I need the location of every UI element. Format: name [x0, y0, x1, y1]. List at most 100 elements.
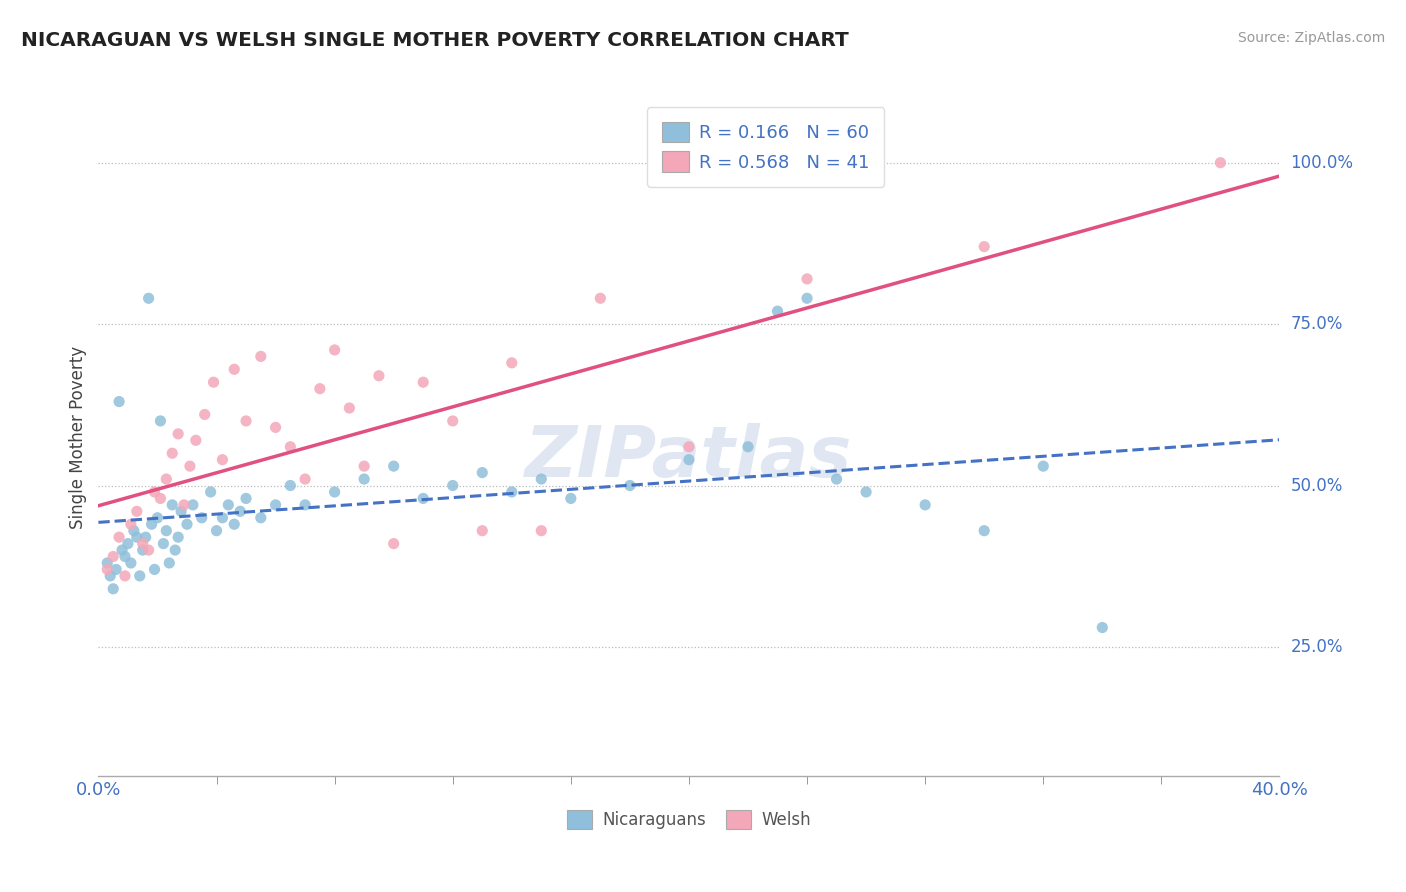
Point	[250, 350, 273, 364]
Point	[141, 517, 163, 532]
Point	[108, 530, 131, 544]
Point	[224, 362, 246, 376]
Point	[132, 543, 155, 558]
Point	[114, 549, 136, 564]
Point	[530, 472, 553, 486]
Point	[441, 478, 464, 492]
Point	[382, 536, 405, 550]
Point	[173, 498, 195, 512]
Point	[353, 459, 375, 474]
Text: 75.0%: 75.0%	[1291, 315, 1343, 333]
Point	[353, 472, 375, 486]
Point	[98, 569, 121, 583]
Point	[179, 459, 201, 474]
Point	[973, 524, 995, 538]
Point	[294, 498, 316, 512]
Point	[294, 472, 316, 486]
Point	[114, 569, 136, 583]
Point	[412, 375, 434, 389]
Point	[471, 524, 494, 538]
Point	[250, 510, 273, 524]
Point	[235, 414, 257, 428]
Point	[162, 446, 183, 460]
Point	[280, 478, 302, 492]
Point	[122, 524, 145, 538]
Point	[264, 420, 287, 434]
Point	[143, 485, 166, 500]
Point	[149, 491, 172, 506]
Point	[560, 491, 582, 506]
Point	[530, 524, 553, 538]
Legend: Nicaraguans, Welsh: Nicaraguans, Welsh	[561, 803, 817, 836]
Point	[138, 291, 160, 305]
Point	[135, 530, 157, 544]
Point	[368, 368, 391, 383]
Text: NICARAGUAN VS WELSH SINGLE MOTHER POVERTY CORRELATION CHART: NICARAGUAN VS WELSH SINGLE MOTHER POVERT…	[21, 31, 849, 50]
Point	[176, 517, 198, 532]
Y-axis label: Single Mother Poverty: Single Mother Poverty	[69, 345, 87, 529]
Point	[194, 408, 217, 422]
Point	[191, 510, 214, 524]
Point	[339, 401, 361, 415]
Point	[181, 498, 204, 512]
Point	[737, 440, 759, 454]
Point	[471, 466, 494, 480]
Text: 100.0%: 100.0%	[1291, 153, 1354, 171]
Point	[678, 440, 700, 454]
Point	[825, 472, 848, 486]
Point	[202, 375, 225, 389]
Point	[128, 569, 150, 583]
Point	[211, 510, 233, 524]
Point	[323, 485, 346, 500]
Point	[120, 517, 142, 532]
Text: 25.0%: 25.0%	[1291, 638, 1343, 656]
Point	[132, 536, 155, 550]
Point	[914, 498, 936, 512]
Point	[1091, 621, 1114, 635]
Point	[170, 504, 193, 518]
Point	[108, 394, 131, 409]
Point	[155, 524, 177, 538]
Point	[117, 536, 139, 550]
Point	[382, 459, 405, 474]
Point	[111, 543, 134, 558]
Point	[678, 452, 700, 467]
Point	[96, 562, 118, 576]
Point	[323, 343, 346, 357]
Point	[211, 452, 233, 467]
Point	[217, 498, 239, 512]
Point	[125, 530, 148, 544]
Point	[309, 382, 332, 396]
Point	[165, 543, 187, 558]
Point	[103, 549, 125, 564]
Point	[1032, 459, 1054, 474]
Point	[229, 504, 252, 518]
Point	[143, 562, 166, 576]
Point	[1209, 155, 1232, 169]
Point	[441, 414, 464, 428]
Point	[501, 356, 523, 370]
Point	[120, 556, 142, 570]
Point	[167, 530, 190, 544]
Point	[125, 504, 148, 518]
Point	[619, 478, 641, 492]
Point	[146, 510, 169, 524]
Text: ZIPatlas: ZIPatlas	[526, 423, 852, 491]
Point	[412, 491, 434, 506]
Point	[501, 485, 523, 500]
Point	[200, 485, 222, 500]
Point	[157, 556, 180, 570]
Point	[235, 491, 257, 506]
Point	[167, 426, 190, 441]
Point	[973, 239, 995, 253]
Point	[152, 536, 174, 550]
Point	[264, 498, 287, 512]
Point	[589, 291, 612, 305]
Point	[184, 434, 207, 448]
Point	[103, 582, 125, 596]
Point	[855, 485, 877, 500]
Point	[796, 291, 818, 305]
Point	[96, 556, 118, 570]
Point	[796, 272, 818, 286]
Point	[162, 498, 183, 512]
